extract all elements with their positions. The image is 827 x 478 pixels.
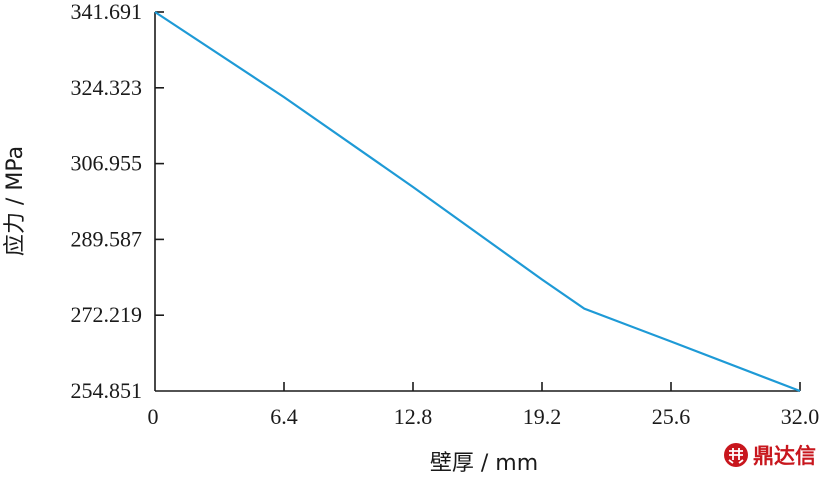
series-layer	[154, 11, 801, 393]
series-line-0	[154, 11, 801, 393]
x-axis-title: 壁厚 / mm	[430, 451, 538, 476]
x-ticks: 0 6.4 12.8 19.2 25.6 32.0	[148, 382, 820, 429]
y-axis: 341.691 324.323 306.955 289.587 272.219 254.8…	[71, 0, 164, 403]
y-axis-title: 应力 / MPa	[3, 146, 28, 256]
x-tick-label: 0	[148, 404, 159, 429]
watermark-text: 鼎达信	[753, 444, 816, 468]
x-tick-label: 19.2	[523, 404, 562, 429]
watermark-logo	[724, 443, 748, 467]
x-tick-label: 12.8	[394, 404, 433, 429]
y-tick-label: 289.587	[71, 226, 143, 251]
y-tick-label: 272.219	[71, 302, 143, 327]
x-axis: 0 6.4 12.8 19.2 25.6 32.0	[148, 382, 820, 429]
y-tick-label: 254.851	[71, 378, 143, 403]
watermark: 鼎达信	[724, 443, 816, 468]
y-tick-label: 341.691	[71, 0, 143, 24]
y-ticks: 341.691 324.323 306.955 289.587 272.219 254.8…	[71, 0, 164, 403]
x-tick-label: 32.0	[781, 404, 820, 429]
x-tick-label: 6.4	[270, 404, 298, 429]
x-tick-label: 25.6	[652, 404, 691, 429]
y-tick-label: 324.323	[71, 75, 143, 100]
y-tick-label: 306.955	[71, 151, 143, 176]
